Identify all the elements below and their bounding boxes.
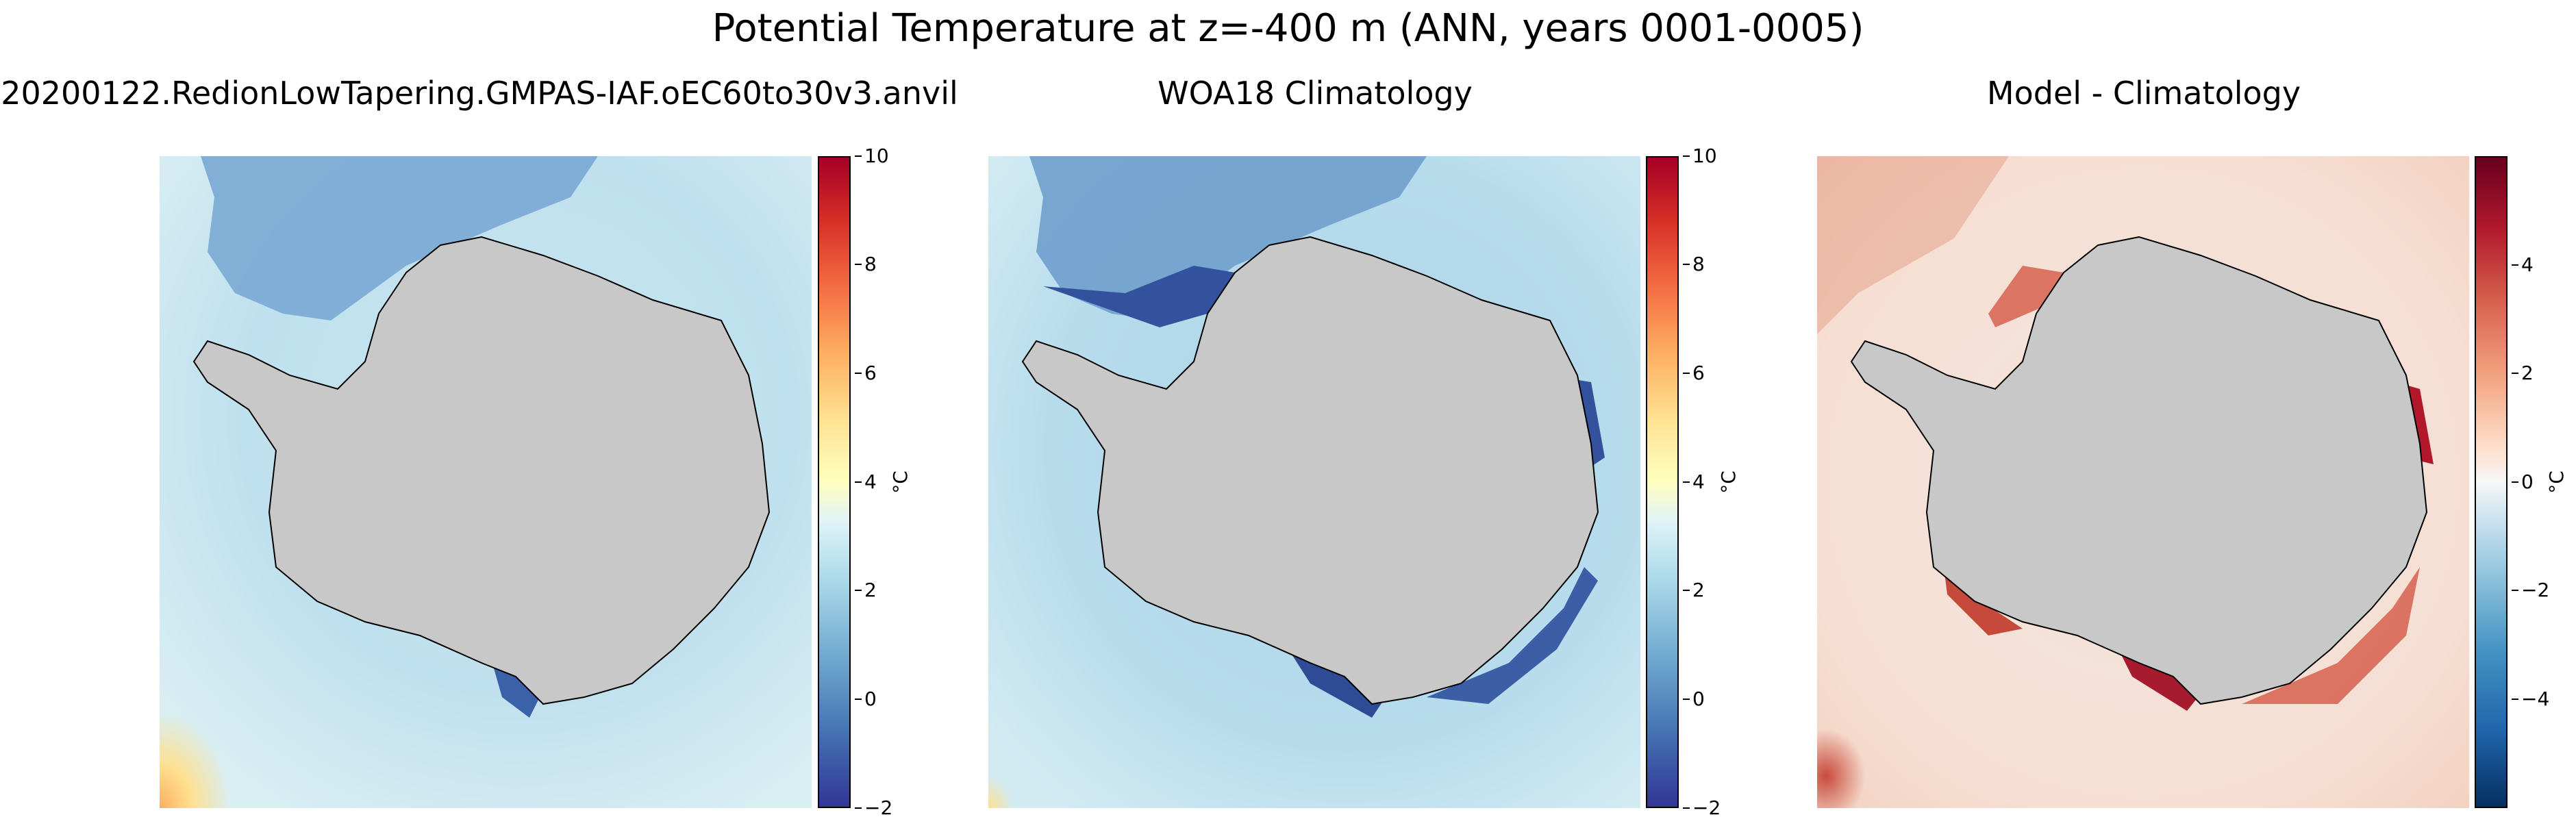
colorbar-1-tick: 2 [855, 579, 877, 601]
antarctica-land [1850, 236, 2428, 705]
colorbar-1-tick: 6 [855, 362, 877, 384]
colorbar-2-tick: 6 [1683, 362, 1705, 384]
colorbar-2-unit: °C [1716, 470, 1740, 494]
colorbar-1 [818, 156, 851, 808]
antarctica-land [1021, 236, 1599, 705]
colorbar-2-tick: 0 [1683, 688, 1705, 710]
colorbar-3 [2475, 156, 2508, 808]
colorbar-3-unit: °C [2544, 470, 2568, 494]
colorbar-3-tick: −4 [2511, 688, 2550, 710]
colorbar-3-tick: −2 [2511, 579, 2550, 601]
colorbar-2-tick: 4 [1683, 470, 1705, 493]
colorbar-2 [1646, 156, 1679, 808]
colorbar-1-tick: −2 [854, 796, 893, 819]
colorbar-2-tick: 2 [1683, 579, 1705, 601]
colorbar-1-tick: 4 [855, 470, 877, 493]
colorbar-1-tick: 0 [855, 688, 877, 710]
figure-title: Potential Temperature at z=-400 m (ANN, … [712, 6, 1864, 51]
colorbar-2-tick: −2 [1682, 796, 1721, 819]
colorbar-3-tick: 2 [2512, 362, 2534, 384]
colorbar-1-tick: 10 [855, 144, 889, 167]
colorbar-3-tick: 4 [2512, 253, 2534, 276]
panel-3-title: Model - Climatology [1986, 75, 2301, 112]
colorbar-3-tick: 0 [2512, 470, 2534, 493]
panel-1-title: 20200122.RedionLowTapering.GMPAS-IAF.oEC… [1, 75, 958, 112]
colorbar-1-unit: °C [888, 470, 912, 494]
climatology-temperature-map [988, 156, 1640, 808]
model-temperature-map [160, 156, 812, 808]
colorbar-2-tick: 8 [1683, 253, 1705, 275]
difference-map [1817, 156, 2469, 808]
antarctica-land [192, 236, 771, 705]
colorbar-1-tick: 8 [855, 253, 877, 275]
colorbar-2-tick: 10 [1683, 144, 1717, 167]
panel-2-title: WOA18 Climatology [1158, 75, 1473, 112]
